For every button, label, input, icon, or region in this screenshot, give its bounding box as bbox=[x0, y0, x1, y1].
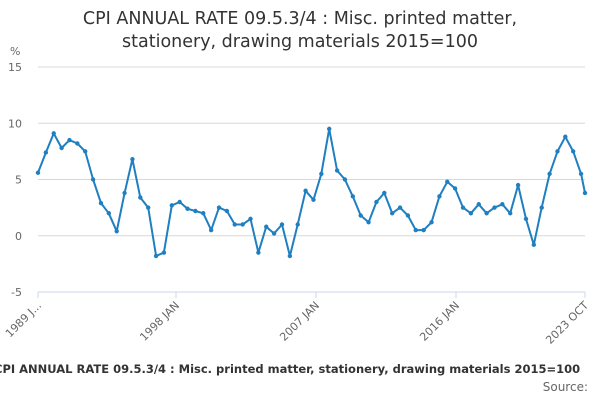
chart-title-line2: stationery, drawing materials 2015=100 bbox=[122, 32, 478, 52]
data-point bbox=[295, 222, 300, 227]
data-point bbox=[185, 206, 190, 211]
data-point bbox=[421, 227, 426, 233]
data-point bbox=[122, 190, 127, 196]
data-point bbox=[201, 211, 206, 216]
data-point bbox=[138, 195, 143, 200]
data-point bbox=[492, 205, 497, 210]
data-point bbox=[445, 179, 450, 184]
data-point bbox=[327, 126, 332, 132]
data-point bbox=[405, 213, 411, 218]
data-point bbox=[382, 190, 387, 196]
y-tick-label: 5 bbox=[15, 174, 22, 187]
footer-title: CPI ANNUAL RATE 09.5.3/4 : Misc. printed… bbox=[0, 362, 581, 376]
data-point bbox=[161, 250, 167, 255]
data-point bbox=[98, 200, 104, 206]
data-point bbox=[342, 177, 348, 182]
data-point bbox=[389, 211, 395, 216]
data-point bbox=[145, 205, 151, 210]
x-tick-label: 1989 J... bbox=[3, 299, 44, 340]
data-point bbox=[248, 216, 253, 222]
data-point bbox=[106, 211, 112, 216]
data-point bbox=[523, 216, 529, 222]
data-point bbox=[515, 182, 521, 188]
data-point bbox=[366, 220, 371, 225]
data-point bbox=[232, 222, 237, 227]
data-point bbox=[279, 222, 285, 227]
data-point bbox=[468, 211, 474, 216]
data-point bbox=[114, 229, 119, 234]
data-point bbox=[193, 208, 198, 214]
data-point bbox=[130, 157, 135, 162]
data-point bbox=[570, 149, 576, 154]
data-point bbox=[582, 190, 588, 196]
y-axis-label: % bbox=[10, 45, 20, 58]
data-point bbox=[413, 227, 418, 233]
data-point bbox=[437, 194, 442, 199]
data-point bbox=[460, 205, 466, 210]
data-point bbox=[334, 168, 340, 173]
data-point bbox=[287, 253, 293, 259]
data-point bbox=[555, 149, 560, 154]
data-point bbox=[311, 197, 316, 202]
data-point bbox=[264, 224, 269, 229]
data-point bbox=[547, 171, 552, 177]
data-point bbox=[59, 145, 64, 151]
data-point bbox=[374, 199, 379, 205]
data-point bbox=[177, 199, 182, 205]
data-point bbox=[303, 188, 308, 193]
data-point bbox=[90, 177, 96, 182]
data-point bbox=[75, 141, 80, 146]
line-chart: % -5 0 5 10 15 1989 J... 1998 JAN 2007 JAN 2016 J… bbox=[3, 45, 591, 347]
data-point bbox=[350, 194, 356, 199]
data-point bbox=[531, 242, 537, 247]
y-tick-label: 0 bbox=[15, 230, 22, 243]
data-point bbox=[500, 202, 505, 207]
data-point bbox=[216, 205, 222, 210]
data-point bbox=[224, 208, 230, 214]
data-point bbox=[43, 150, 49, 155]
data-point bbox=[429, 220, 434, 225]
data-point bbox=[358, 213, 363, 218]
chart-title: CPI ANNUAL RATE 09.5.3/4 : Misc. printed… bbox=[0, 8, 600, 54]
x-tick-label: 2007 JAN bbox=[277, 299, 322, 344]
data-point bbox=[508, 211, 513, 216]
data-point bbox=[256, 250, 261, 255]
data-point bbox=[452, 186, 458, 191]
data-point bbox=[169, 203, 174, 208]
data-point bbox=[484, 211, 489, 216]
data-point bbox=[271, 231, 277, 236]
data-point bbox=[208, 227, 214, 233]
data-point bbox=[476, 202, 481, 207]
data-point bbox=[397, 205, 403, 210]
data-point bbox=[67, 137, 72, 143]
x-tick-label: 2016 JAN bbox=[417, 299, 462, 344]
data-point bbox=[240, 222, 245, 227]
data-point bbox=[319, 171, 324, 177]
y-tick-label: 10 bbox=[8, 117, 22, 130]
data-point bbox=[83, 149, 88, 154]
data-point bbox=[51, 131, 56, 136]
x-tick-label: 1998 JAN bbox=[137, 299, 182, 344]
data-point bbox=[563, 134, 568, 139]
series-line bbox=[37, 127, 586, 257]
x-tick-label: 2023 OCT bbox=[543, 299, 591, 347]
y-tick-label: -5 bbox=[11, 286, 22, 299]
data-point bbox=[539, 205, 544, 210]
source-label: Source: bbox=[542, 380, 588, 394]
chart-title-line1: CPI ANNUAL RATE 09.5.3/4 : Misc. printed… bbox=[82, 9, 518, 29]
data-point bbox=[35, 170, 41, 175]
data-point bbox=[578, 171, 584, 177]
y-tick-label: 15 bbox=[8, 61, 22, 74]
data-point bbox=[153, 253, 159, 259]
